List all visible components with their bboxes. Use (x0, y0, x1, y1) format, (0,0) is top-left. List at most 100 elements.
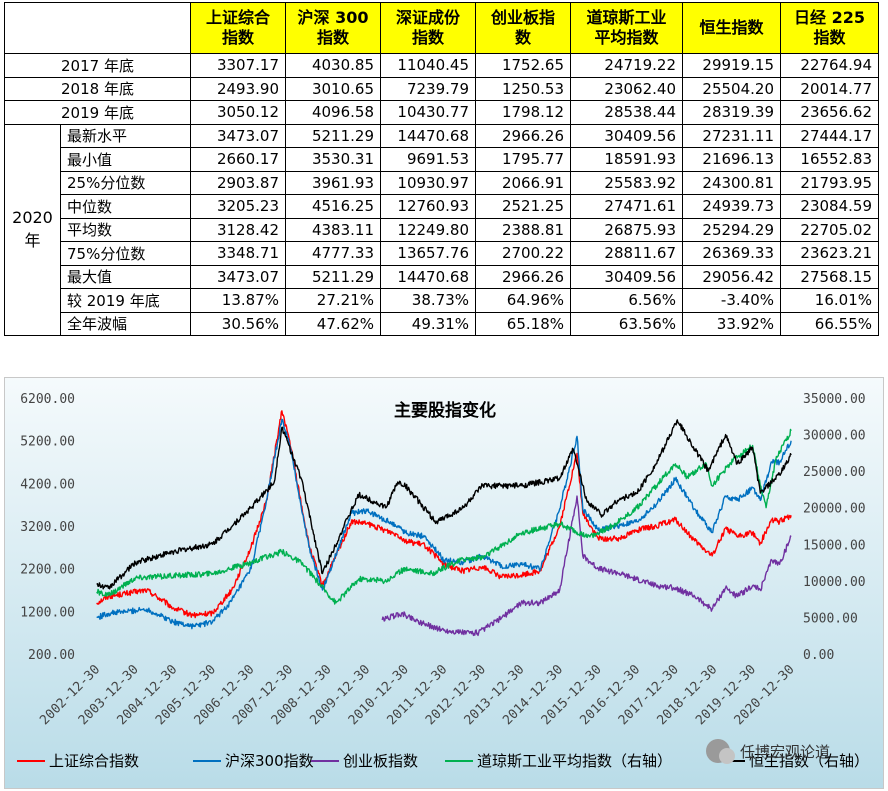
left-tick-label: 6200.00 (20, 392, 75, 407)
table-cell: 3961.93 (285, 170, 381, 195)
table-cell: 2966.26 (475, 264, 571, 289)
table-cell: 3205.23 (190, 194, 286, 219)
table-cell: 30.56% (190, 311, 286, 336)
table-cell: 27568.15 (780, 264, 879, 289)
series-lines (96, 410, 792, 637)
table-cell: 3307.17 (190, 53, 286, 78)
table-cell: 10430.77 (380, 100, 476, 125)
table-cell: 3128.42 (190, 217, 286, 242)
table-cell: 2388.81 (475, 217, 571, 242)
table-row: 全年波幅 30.56% 47.62% 49.31% 65.18% 63.56% 33.92%… (5, 311, 879, 336)
column-header: 道琼斯工业 平均指数 (570, 2, 683, 54)
table-cell: 2521.25 (475, 194, 571, 219)
table-cell: 25583.92 (570, 170, 683, 195)
row-label: 25%分位数 (60, 170, 191, 195)
row-label: 2018 年底 (4, 76, 191, 101)
table-cell: 1798.12 (475, 100, 571, 125)
table-cell: 4516.25 (285, 194, 381, 219)
table-cell: 27231.11 (682, 123, 781, 148)
table-row: 较 2019 年底 13.87% 27.21% 38.73% 64.96% 6.56% -3… (5, 288, 879, 313)
table-cell: 1752.65 (475, 53, 571, 78)
table-row: 2019 年底 3050.12 4096.58 10430.77 1798.12 2853… (4, 100, 879, 125)
table-cell: -3.40% (682, 288, 781, 313)
table-cell: 66.55% (780, 311, 879, 336)
column-header: 沪深 300 指数 (285, 2, 381, 54)
legend: 上证综合指数 沪深300指数 创业板指数 道琼斯工业平均指数（右轴） 恒生指数（右轴） (17, 752, 869, 770)
table-cell: 63.56% (570, 311, 683, 336)
chart-title: 主要股指变化 (394, 400, 496, 421)
row-label: 平均数 (60, 217, 191, 242)
table-row: 最小值 2660.17 3530.31 9691.53 1795.77 18591.93 2… (5, 147, 879, 172)
table-cell: 21793.95 (780, 170, 879, 195)
series-line (381, 495, 792, 637)
wechat-logo-bubble-icon (719, 748, 735, 764)
table-row: 平均数 3128.42 4383.11 12249.80 2388.81 26875.93… (5, 217, 879, 242)
table-cell: 13.87% (190, 288, 286, 313)
legend-label: 上证综合指数 (49, 752, 139, 770)
table-cell: 4777.33 (285, 241, 381, 266)
table-row: 75%分位数 3348.71 4777.33 13657.76 2700.22 28811… (5, 241, 879, 266)
chart-background (5, 378, 883, 788)
table-cell: 4383.11 (285, 217, 381, 242)
table-cell: 26875.93 (570, 217, 683, 242)
legend-label: 沪深300指数 (225, 752, 314, 770)
table-cell: 29919.15 (682, 53, 781, 78)
watermark-text: 任博宏观论道 (740, 743, 830, 761)
table-cell: 12249.80 (380, 217, 476, 242)
table-cell: 2660.17 (190, 147, 286, 172)
table-cell: 23084.59 (780, 194, 879, 219)
table-cell: 28319.39 (682, 100, 781, 125)
table-cell: 4096.58 (285, 100, 381, 125)
table-cell: 27471.61 (570, 194, 683, 219)
index-stats-table: 上证综合 指数 沪深 300 指数 深证成份 指数 创业板指数 道琼斯工业 平均指数 恒… (4, 2, 879, 336)
table-cell: 22764.94 (780, 53, 879, 78)
table-cell: 9691.53 (380, 147, 476, 172)
series-line (96, 418, 792, 630)
left-tick-label: 5200.00 (20, 435, 75, 450)
right-tick-label: 30000.00 (803, 429, 866, 444)
left-axis: 200.00 1200.00 2200.00 3200.00 4200.00 5200.0… (20, 392, 75, 663)
right-tick-label: 15000.00 (803, 538, 866, 553)
table-row: 中位数 3205.23 4516.25 12760.93 2521.25 27471.61… (5, 194, 879, 219)
table-cell: 5211.29 (285, 123, 381, 148)
table-cell: 2903.87 (190, 170, 286, 195)
table-cell: 14470.68 (380, 123, 476, 148)
table-cell: 30409.56 (570, 264, 683, 289)
row-label: 75%分位数 (60, 241, 191, 266)
table-cell: 28538.44 (570, 100, 683, 125)
table-cell: 18591.93 (570, 147, 683, 172)
table-row: 25%分位数 2903.87 3961.93 10930.97 2066.91 25583… (5, 170, 879, 195)
row-label: 最大值 (60, 264, 191, 289)
table-cell: 25294.29 (682, 217, 781, 242)
table-cell: 25504.20 (682, 76, 781, 101)
series-line (96, 410, 792, 619)
table-cell: 5211.29 (285, 264, 381, 289)
table-cell: 6.56% (570, 288, 683, 313)
left-tick-label: 2200.00 (20, 563, 75, 578)
row-label: 2019 年底 (4, 100, 191, 125)
table-cell: 3473.07 (190, 123, 286, 148)
table-cell: 27.21% (285, 288, 381, 313)
column-header: 恒生指数 (682, 2, 781, 54)
table-cell: 7239.79 (380, 76, 476, 101)
table-header-row: 上证综合 指数 沪深 300 指数 深证成份 指数 创业板指数 道琼斯工业 平均指数 恒… (4, 2, 879, 54)
table-cell: 3050.12 (190, 100, 286, 125)
table-cell: 49.31% (380, 311, 476, 336)
right-tick-label: 0.00 (803, 648, 834, 663)
right-axis: 0.00 5000.00 10000.00 15000.00 20000.00 25000… (803, 392, 866, 663)
table-cell: 64.96% (475, 288, 571, 313)
right-tick-label: 25000.00 (803, 465, 866, 480)
column-header: 创业板指数 (475, 2, 571, 54)
table-cell: 20014.77 (780, 76, 879, 101)
series-line (96, 428, 792, 605)
table-cell: 21696.13 (682, 147, 781, 172)
table-cell: 24300.81 (682, 170, 781, 195)
table-cell: 30409.56 (570, 123, 683, 148)
left-tick-label: 1200.00 (20, 605, 75, 620)
table-cell: 11040.45 (380, 53, 476, 78)
table-cell: 23062.40 (570, 76, 683, 101)
table-cell: 28811.67 (570, 241, 683, 266)
table-cell: 47.62% (285, 311, 381, 336)
table-cell: 29056.42 (682, 264, 781, 289)
table-body: 2017 年底 3307.17 4030.85 11040.45 1752.65 2471… (4, 53, 879, 336)
